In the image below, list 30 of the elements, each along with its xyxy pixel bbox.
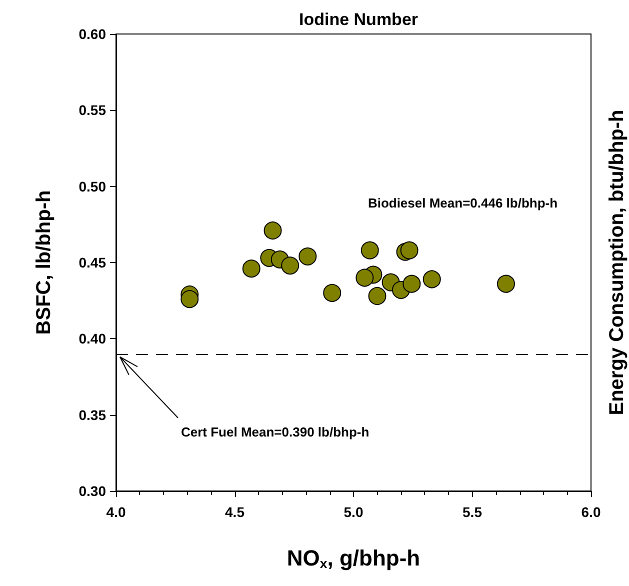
point	[298, 247, 317, 266]
y2-axis-title: Energy Consumption, btu/bhp-h	[606, 110, 628, 416]
x-tick-label: 4.5	[225, 504, 245, 520]
y-tick-label: 0.35	[78, 406, 106, 423]
annotation: Biodiesel Mean=0.446 lb/bhp-h	[368, 196, 558, 211]
point	[281, 256, 300, 275]
y-tick-label: 0.55	[78, 102, 106, 118]
point	[360, 241, 379, 260]
y-tick-label: 0.60	[78, 26, 106, 42]
x-tick-label: 6.0	[581, 504, 601, 520]
point	[323, 284, 342, 302]
y-tick-label: 0.50	[78, 178, 106, 194]
x-tick-label: 5.0	[344, 504, 364, 520]
chart-title: Iodine Number	[298, 10, 418, 29]
y-tick-label: 0.45	[78, 254, 106, 270]
point	[400, 241, 418, 260]
y-tick-label: 0.30	[78, 483, 106, 499]
y-tick-label: 0.40	[78, 330, 106, 347]
point	[368, 287, 386, 306]
point	[422, 270, 441, 288]
point	[496, 274, 515, 293]
point	[180, 290, 199, 308]
y-axis-title: BSFC, lb/bhp-h	[33, 190, 55, 335]
point	[356, 268, 374, 287]
x-tick-label: 5.5	[462, 504, 482, 520]
x-tick-label: 4.0	[106, 504, 126, 520]
point	[242, 260, 260, 278]
point	[264, 222, 282, 240]
point	[402, 274, 421, 293]
annotation: Cert Fuel Mean=0.390 lb/bhp-h	[181, 424, 370, 440]
